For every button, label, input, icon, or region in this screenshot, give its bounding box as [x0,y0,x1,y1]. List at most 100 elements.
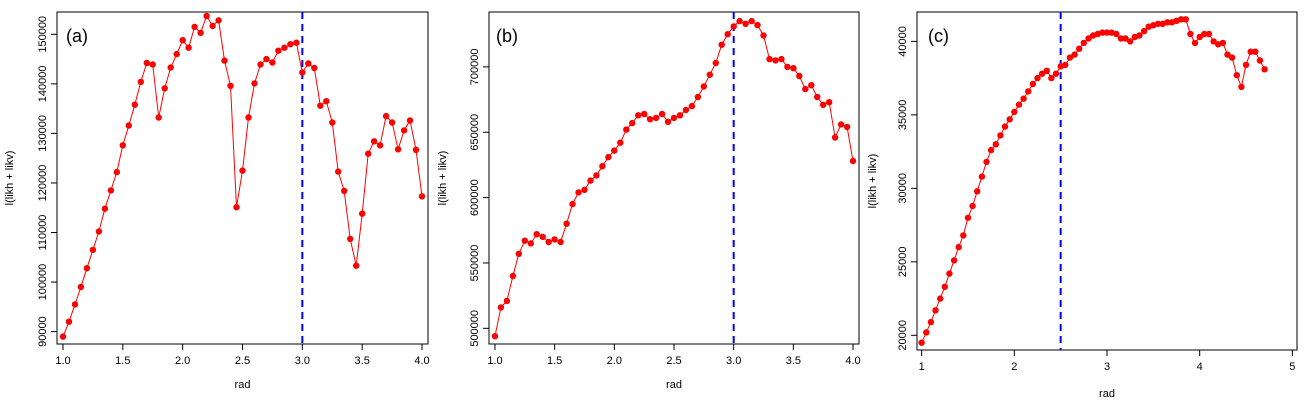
chart-1-data-point [335,168,342,175]
chart-1-data-point [209,22,216,30]
chart-1-data-point [179,37,186,44]
chart-2-data-point [670,114,678,122]
chart-2-data-point [646,116,654,123]
chart-2-data-point [611,147,618,154]
chart-3-data-point [941,283,948,290]
chart-2-panel-label: (b) [496,26,518,46]
chart-2-data-point [718,41,725,48]
chart-3-data-point [918,339,925,346]
chart-3-data-point [1219,39,1227,47]
chart-1-y-tick-label: 140000 [37,65,49,102]
chart-1-data-point [161,85,168,92]
chart-1-data-point [59,333,67,340]
chart-2-data-point [688,102,696,110]
chart-3-data-point [1103,29,1111,36]
chart-3-panel-label: (c) [928,26,949,46]
chart-3-data-point [1038,70,1046,77]
chart-2-data-point [539,233,546,240]
chart-2-data-point [742,20,749,27]
chart-3-data-point [1043,67,1051,75]
chart-2-data-point [706,71,713,78]
chart-3-data-point [1228,54,1236,61]
chart-3-data-point [1052,70,1060,77]
chart-1-data-point [418,193,426,200]
chart-1-data-point [83,265,91,272]
chart-2-data-point [515,250,522,257]
chart-2-data-point [641,110,648,118]
chart-2-data-point [796,72,803,80]
chart-2-data-point [730,23,737,30]
chart-1-data-point [299,69,306,76]
chart-3-x-tick-label: 3 [1104,361,1110,373]
chart-3-data-point [1201,30,1208,38]
chart-1-data-point [305,60,312,67]
chart-3-data-point [978,173,986,180]
chart-1-x-tick-label: 3.0 [295,355,310,367]
chart-1-data-point [329,119,336,126]
chart-1-data-point [323,98,330,105]
chart-1-x-tick-label: 2.0 [175,355,190,367]
chart-3-y-tick-label: 20000 [897,320,909,351]
chart-1-y-tick-label: 130000 [37,115,49,152]
chart-1-data-point [269,59,276,66]
chart-1-y-tick-label: 100000 [37,264,49,301]
chart-2-data-point [652,114,660,122]
chart-1-data-point [353,262,360,269]
chart-3-data-point [1020,95,1027,102]
chart-3-x-tick-label: 1 [919,361,925,373]
chart-1-data-point [281,44,288,51]
chart-1-data-point [347,235,354,243]
chart-2-y-tick-label: 700000 [469,49,481,86]
chart-1-data-point [101,205,109,212]
chart-2-data-point [509,272,517,280]
chart-1-data-point [71,301,79,308]
chart-3-data-point [1191,39,1199,47]
chart-1-x-tick-label: 1.0 [55,355,70,367]
chart-3-data-point [1062,61,1069,69]
chart-3-series-line [921,18,1266,343]
chart-2-data-point [814,93,821,101]
chart-3-data-point [964,214,972,221]
chart-2-data-point [521,237,528,244]
chart-1-data-point [77,283,85,291]
chart-3-data-point [932,307,939,314]
chart-3-data-point [1066,54,1074,61]
chart-1-data-point [119,142,127,149]
chart-3-data-point [1164,19,1171,26]
chart-3-data-point [1029,80,1037,88]
chart-3-data-point [1080,39,1088,47]
chart-3-data-point [1252,48,1259,55]
chart-1-data-point [233,204,240,211]
chart-3-data-point [1238,83,1245,91]
chart-1-data-point [65,318,73,325]
chart-2-data-point [754,21,761,29]
chart-3-data-point [1006,116,1013,123]
chart-3-y-tick-label: 35000 [897,100,909,131]
chart-1-data-point [359,210,366,217]
chart-3-data-point [1122,35,1129,42]
chart-1-data-point [406,117,414,124]
chart-2-x-tick-label: 3.0 [726,355,741,367]
chart-1-data-point [125,122,132,129]
chart-2-data-point [790,65,797,72]
chart-1-data-point [173,50,180,58]
chart-2-x-tick-label: 1.0 [487,355,502,367]
chart-2-data-point [605,153,612,161]
chart-2-data-point [802,85,809,93]
chart-3-y-tick-label: 25000 [897,247,909,278]
chart-2-x-tick-label: 1.5 [547,355,562,367]
chart-2-data-point [599,163,606,170]
chart-3-data-point [1196,33,1203,41]
chart-1-y-tick-label: 110000 [37,215,49,251]
chart-3-data-point [1182,16,1190,23]
chart-3-data-point [1136,32,1143,39]
chart-1-data-point [370,138,378,145]
chart-1-data-point [113,168,121,176]
chart-1-data-point [185,44,192,51]
chart-3-y-tick-label: 30000 [897,173,909,204]
chart-3-data-point [1177,16,1185,23]
chart-1-data-point [137,78,144,86]
chart-3-data-point [1001,123,1009,130]
chart-1-data-point [197,29,204,36]
chart-1-data-point [131,101,138,108]
